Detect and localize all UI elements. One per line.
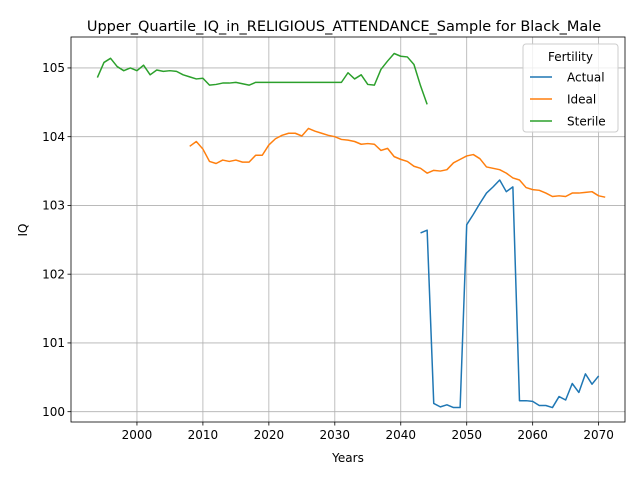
y-tick-label: 105 [42,61,65,75]
series-group [96,52,606,409]
x-tick-label: 2040 [385,428,416,442]
x-tick-label: 2060 [517,428,548,442]
plot-frame [70,36,626,423]
legend: Fertility Actual Ideal Sterile [522,43,619,133]
chart-title: Upper_Quartile_IQ_in_RELIGIOUS_ATTENDANC… [87,19,601,35]
series-line-sterile [96,52,428,105]
y-tick-label: 101 [42,336,65,350]
x-axis-ticks: 2000 2010 2020 2030 2040 2050 2060 2070 [122,422,614,442]
x-tick-label: 2050 [451,428,482,442]
legend-label-sterile: Sterile [567,114,606,128]
y-axis-ticks: 100 101 102 103 104 105 [42,61,71,419]
legend-label-ideal: Ideal [567,92,596,106]
y-tick-label: 104 [42,130,65,144]
y-axis-label: IQ [16,224,30,237]
x-axis-label: Years [331,451,364,465]
y-tick-label: 103 [42,199,65,213]
x-tick-label: 2030 [320,428,351,442]
y-tick-label: 100 [42,405,65,419]
x-tick-label: 2000 [122,428,153,442]
y-tick-label: 102 [42,267,65,281]
series-line-ideal [189,127,606,198]
legend-box [522,43,619,133]
x-tick-label: 2070 [583,428,614,442]
legend-label-actual: Actual [567,70,605,84]
legend-title: Fertility [548,50,593,64]
x-tick-label: 2020 [254,428,285,442]
x-tick-label: 2010 [188,428,219,442]
series-line-actual [420,179,600,409]
